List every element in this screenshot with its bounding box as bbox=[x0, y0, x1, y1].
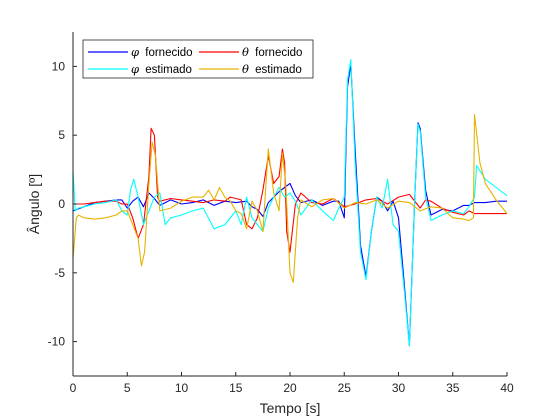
x-tick-label: 30 bbox=[392, 381, 406, 395]
legend: φ fornecido θ fornecido φ estimado θ est… bbox=[82, 39, 314, 79]
legend-symbol-theta-fornecido: θ bbox=[242, 45, 249, 59]
y-tick-label: -5 bbox=[54, 266, 65, 280]
legend-label-theta-estimado: estimado bbox=[255, 64, 302, 76]
y-axis-label: Ângulo [º] bbox=[26, 174, 42, 234]
legend-symbol-phi-estimado: φ bbox=[131, 62, 139, 76]
x-tick-label: 10 bbox=[175, 381, 189, 395]
plot-background bbox=[73, 32, 507, 376]
series-line-3 bbox=[72, 114, 508, 283]
x-ticks: 0 5 10 15 20 25 30 35 40 bbox=[70, 372, 514, 395]
legend-entry-phi-fornecido: φ fornecido bbox=[88, 45, 193, 59]
x-tick-label: 20 bbox=[283, 381, 297, 395]
y-tick-label: -10 bbox=[48, 335, 66, 349]
series-layer bbox=[72, 58, 508, 347]
legend-label-phi-fornecido: fornecido bbox=[145, 47, 192, 59]
legend-label-phi-estimado: estimado bbox=[145, 64, 192, 76]
legend-symbol-theta-estimado: θ bbox=[242, 62, 249, 76]
y-tick-label: 5 bbox=[58, 128, 65, 142]
x-tick-label: 0 bbox=[70, 381, 77, 395]
x-tick-label: 25 bbox=[338, 381, 352, 395]
legend-label-theta-fornecido: fornecido bbox=[255, 47, 302, 59]
legend-entry-phi-estimado: φ estimado bbox=[88, 62, 192, 76]
y-ticks: -10 -5 0 5 10 bbox=[48, 59, 77, 349]
series-line-0 bbox=[72, 63, 507, 347]
svg-text:φ fornecido: φ fornecido bbox=[131, 45, 193, 59]
series-line-2 bbox=[72, 58, 508, 347]
y-tick-label: 0 bbox=[58, 197, 65, 211]
x-tick-label: 5 bbox=[124, 381, 131, 395]
x-tick-label: 35 bbox=[446, 381, 460, 395]
y-tick-label: 10 bbox=[52, 59, 66, 73]
legend-entry-theta-estimado: θ estimado bbox=[199, 62, 302, 76]
svg-text:φ estimado: φ estimado bbox=[131, 62, 192, 76]
svg-text:θ fornecido: θ fornecido bbox=[242, 45, 302, 59]
svg-text:θ estimado: θ estimado bbox=[242, 62, 302, 76]
x-axis-label: Tempo [s] bbox=[260, 400, 321, 416]
legend-box bbox=[82, 39, 314, 79]
legend-entry-theta-fornecido: θ fornecido bbox=[199, 45, 302, 59]
x-tick-label: 15 bbox=[229, 381, 243, 395]
legend-symbol-phi-fornecido: φ bbox=[131, 45, 139, 59]
x-tick-label: 40 bbox=[500, 381, 514, 395]
